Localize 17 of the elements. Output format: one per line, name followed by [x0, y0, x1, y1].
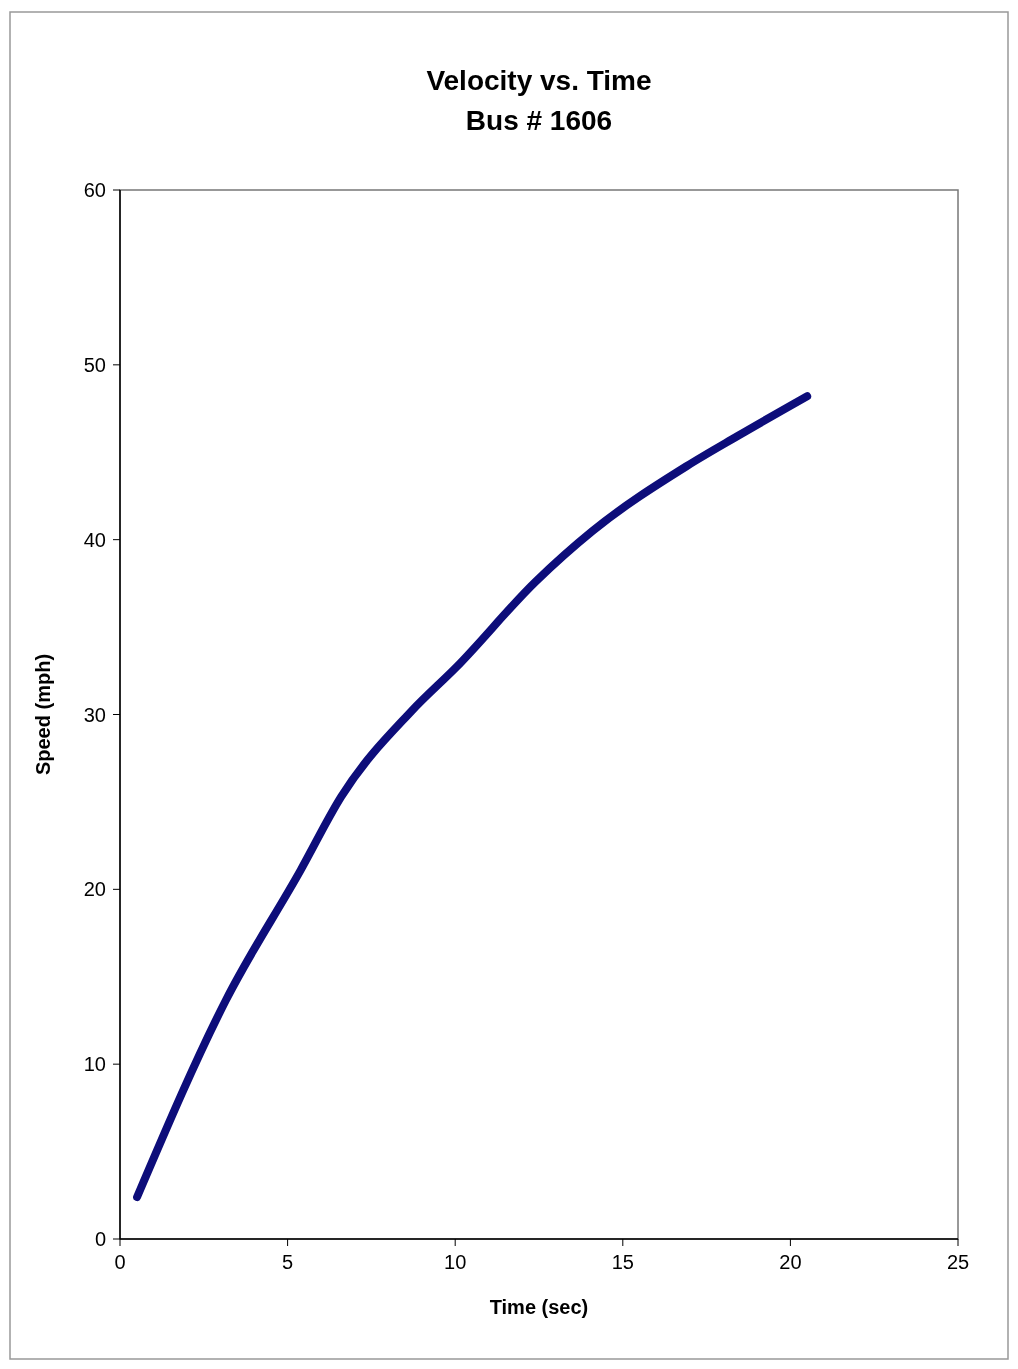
x-tick-label: 20 — [779, 1251, 802, 1273]
x-axis-title: Time (sec) — [489, 1296, 589, 1318]
y-tick-label: 40 — [83, 528, 106, 551]
x-tick-label: 5 — [282, 1251, 294, 1273]
y-tick-label: 10 — [83, 1053, 106, 1076]
y-tick-label: 50 — [83, 353, 106, 376]
x-tick-label: 15 — [611, 1251, 634, 1273]
y-tick-label: 60 — [83, 179, 106, 201]
y-axis-title: Speed (mph) — [32, 653, 54, 776]
y-tick-label: 20 — [83, 878, 106, 901]
x-tick-label: 25 — [946, 1251, 970, 1273]
chart-subtitle: Bus # 1606 — [465, 105, 613, 136]
y-tick-label: 30 — [83, 703, 106, 726]
x-tick-label: 10 — [444, 1251, 467, 1273]
chart-title: Velocity vs. Time — [426, 65, 652, 96]
y-tick-label: 0 — [94, 1228, 106, 1250]
x-tick-label: 0 — [114, 1251, 126, 1273]
